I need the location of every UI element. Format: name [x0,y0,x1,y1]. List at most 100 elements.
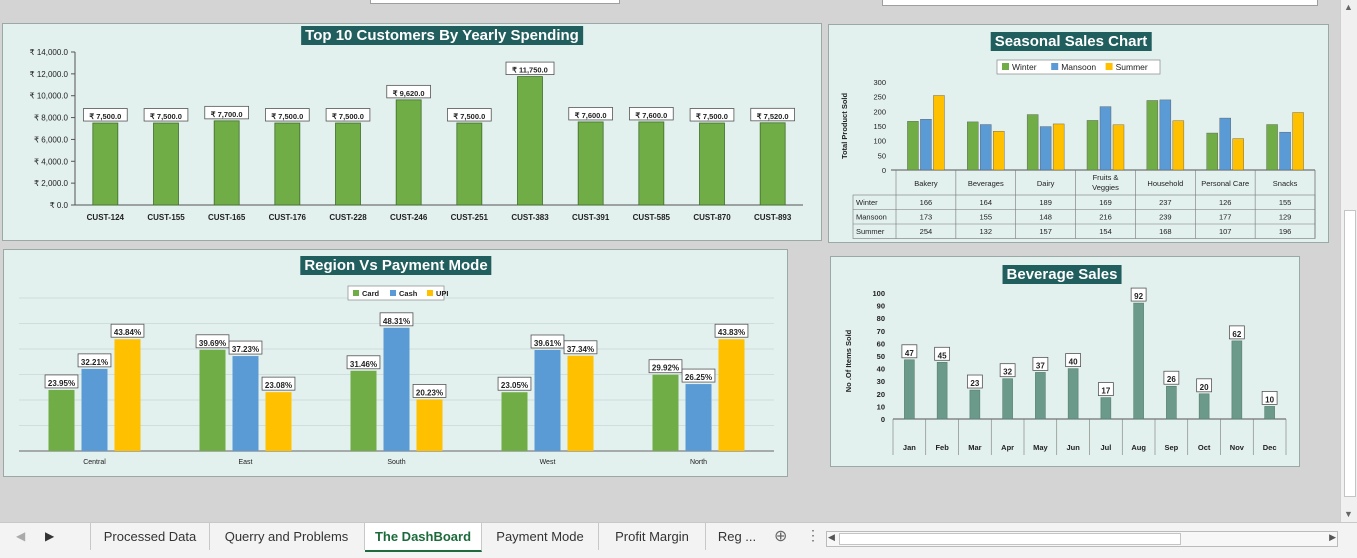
region-chart-svg: Card Cash UPI 23.95% 32.21% 43.84% Central 39.6… [19,285,774,466]
seasonal-y-tick-label: 150 [873,122,886,131]
beverage-bar [904,359,915,420]
beverage-chart-panel[interactable]: Beverage Sales No .Of Items Sold 0 10 20 30 4… [830,256,1300,467]
customers-x-tick-label: CUST-124 [87,213,125,222]
region-value-label-box [110,323,145,338]
customers-value-label: ₹ 7,500.0 [453,112,485,121]
beverage-x-tick-label: May [1033,443,1048,452]
horizontal-scroll-thumb[interactable] [839,533,1181,545]
tab-payment-mode[interactable]: Payment Mode [482,523,599,550]
scroll-left-icon[interactable]: ◀ [828,532,835,542]
beverage-value-label: 26 [1167,375,1176,384]
customers-x-tick-label: CUST-228 [329,213,367,222]
beverage-value-label: 92 [1134,292,1143,301]
seasonal-y-tick-label: 0 [882,166,886,175]
beverage-value-label-box [1228,325,1245,340]
scroll-right-icon[interactable]: ▶ [1329,532,1336,542]
region-value-label-box [681,368,716,383]
seasonal-bar [980,124,992,171]
seasonal-bar [1172,120,1185,171]
seasonal-table-series-label: Winter [856,198,878,207]
seasonal-y-axis-label: Total Product Sold [840,93,849,160]
customers-x-tick-label: CUST-176 [269,213,307,222]
customers-x-tick-label: CUST-246 [390,213,428,222]
region-value-label: 37.34% [567,345,594,354]
region-chart-panel[interactable]: Region Vs Payment Mode Card Cash UPI 23.95%… [3,249,788,477]
scroll-down-icon[interactable]: ▼ [1344,509,1353,519]
seasonal-table-value: 132 [980,227,993,236]
customers-x-tick-label: CUST-893 [754,213,792,222]
region-legend-swatch [390,290,396,296]
seasonal-y-tick-label: 300 [873,78,886,87]
seasonal-table-value: 164 [980,198,993,207]
customers-value-label: ₹ 7,600.0 [635,111,667,120]
region-value-label-box [714,323,749,338]
customers-bar [638,121,665,206]
beverage-x-tick-label: Aug [1131,443,1146,452]
beverage-bar [969,389,981,420]
seasonal-legend-label: Summer [1116,62,1148,72]
region-legend-label: UPI [436,289,449,298]
region-value-label: 23.95% [48,379,75,388]
customers-x-tick-label: CUST-251 [451,213,489,222]
beverage-value-label-box [1163,370,1180,385]
beverage-value-label-box [934,346,951,361]
region-bar [501,392,528,451]
customers-chart-panel[interactable]: Top 10 Customers By Yearly Spending ₹ 0.… [2,23,822,241]
tab-querry-and-problems[interactable]: Querry and Problems [209,523,365,550]
region-value-label: 48.31% [383,317,410,326]
horizontal-scrollbar[interactable]: ◀ ▶ [826,531,1338,547]
region-x-tick-label: Central [83,459,106,466]
seasonal-table-value: 168 [1159,227,1172,236]
seasonal-bar [1279,131,1291,171]
region-legend-swatch [427,290,433,296]
tab-next-icon[interactable]: ▶ [45,529,55,543]
seasonal-legend-box [996,59,1161,75]
region-value-label-box [77,353,112,368]
vertical-scroll-thumb[interactable] [1344,210,1356,497]
customers-value-label: ₹ 7,520.0 [757,112,789,121]
beverage-bar [1198,393,1210,420]
seasonal-table-value: 126 [1219,198,1232,207]
seasonal-legend-swatch [1105,63,1113,70]
region-bar [81,368,108,451]
more-options-icon[interactable]: ⋮ [806,527,820,543]
region-bar [652,374,679,451]
scroll-up-icon[interactable]: ▲ [1344,2,1353,12]
region-value-label-box [228,340,263,355]
region-x-tick-label: West [540,459,556,466]
region-x-tick-label: North [690,459,707,466]
seasonal-table-value: 169 [1099,198,1112,207]
seasonal-y-tick-label: 100 [873,137,886,146]
beverage-value-label-box [1196,378,1213,393]
region-value-label-box [379,312,414,327]
seasonal-y-tick-label: 200 [873,107,886,116]
customers-x-tick-label: CUST-391 [572,213,610,222]
customers-value-label-box [568,107,613,121]
beverage-y-tick-label: 80 [877,314,885,323]
seasonal-table-value: 107 [1219,227,1232,236]
add-sheet-icon[interactable]: ⊕ [774,528,788,545]
beverage-y-tick-label: 60 [877,339,885,348]
seasonal-bar [1159,99,1172,171]
seasonal-bar [1039,126,1052,171]
tab-the-dashboard[interactable]: The DashBoard [365,523,482,552]
vertical-scrollbar[interactable]: ▲ ▼ [1340,0,1357,522]
customers-value-label: ₹ 7,600.0 [575,111,607,120]
tab-reg-truncated[interactable]: Reg ... [717,529,757,544]
customers-bar [92,122,119,206]
seasonal-table-value: 166 [920,198,933,207]
tab-profit-margin[interactable]: Profit Margin [599,523,706,550]
customers-chart-svg: ₹ 0.0 ₹ 2,000.0 ₹ 4,000.0 ₹ 6,000.0 ₹ 8,000.… [30,48,803,222]
beverage-x-tick-label: Apr [1001,443,1014,452]
seasonal-category-label: Beverages [968,179,1004,188]
beverage-x-tick-label: Nov [1230,443,1245,452]
region-value-label: 32.21% [81,358,108,367]
seasonal-chart-panel[interactable]: Seasonal Sales Chart Winter Mansoon Summer… [828,24,1329,243]
customers-value-label-box [689,108,735,122]
tab-prev-icon[interactable]: ◀ [16,529,26,543]
customers-value-label-box [505,61,555,75]
seasonal-category-label: Personal Care [1201,179,1249,188]
customers-value-label-box [447,108,492,122]
tab-processed-data[interactable]: Processed Data [90,523,210,550]
region-value-label-box [346,355,381,370]
